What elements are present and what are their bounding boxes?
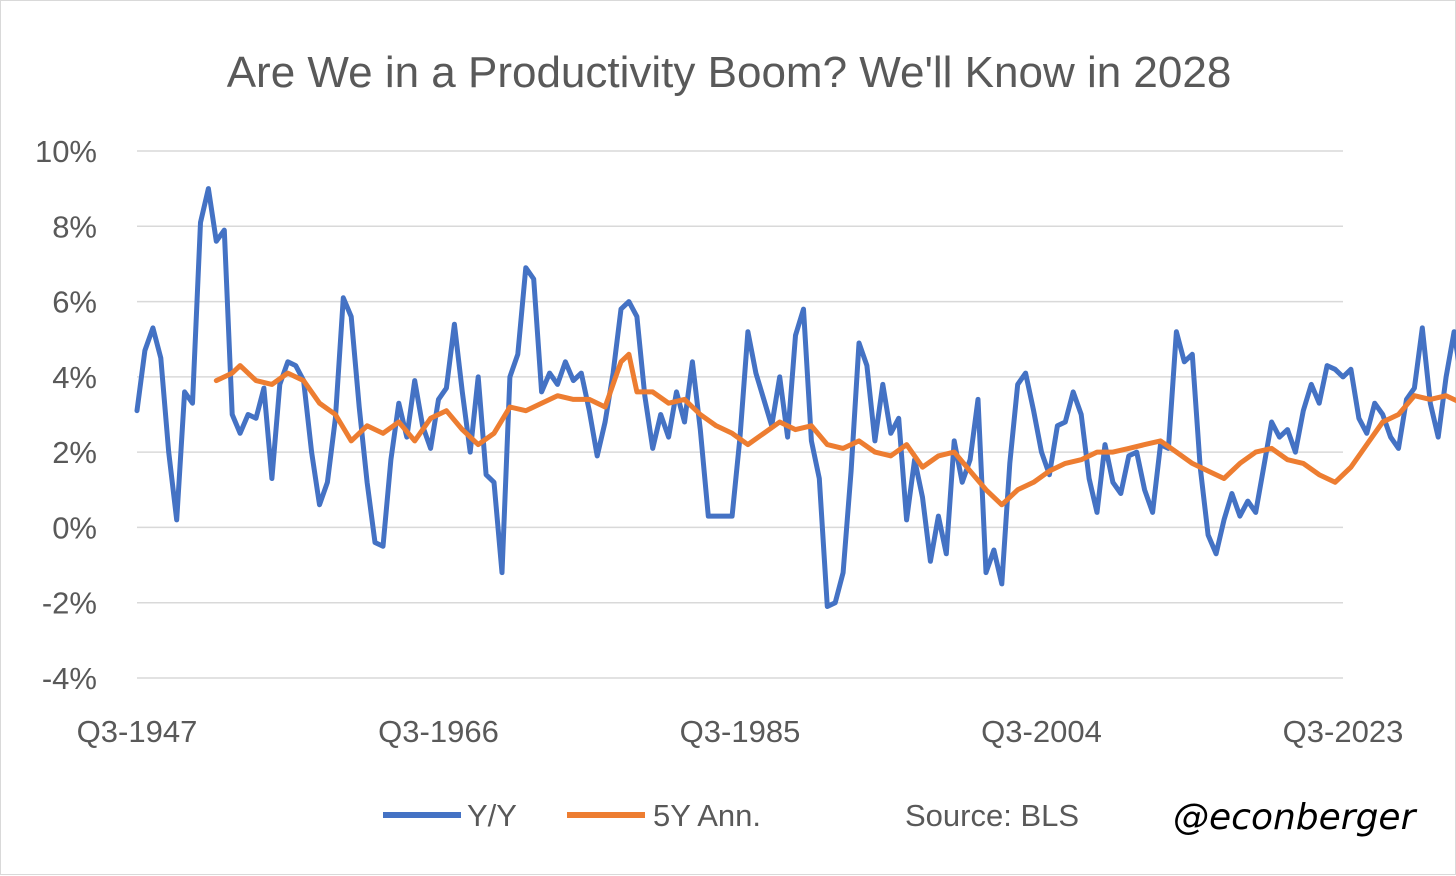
y-tick-label: 0% [52,510,97,545]
x-tick-label: Q3-1947 [77,714,198,749]
x-tick-label: Q3-2004 [981,714,1102,749]
legend: Y/Y 5Y Ann. [383,798,761,833]
y-tick-label: -4% [42,661,97,696]
source-note: Source: BLS [905,798,1079,833]
series-line-yy [134,186,1456,609]
series-lines [134,186,1456,609]
x-tick-label: Q3-2023 [1283,714,1404,749]
legend-label-yy: Y/Y [467,798,517,833]
y-tick-label: 6% [52,285,97,320]
legend-label-5y: 5Y Ann. [653,798,761,833]
chart-title: Are We in a Productivity Boom? We'll Kno… [227,48,1232,97]
x-tick-label: Q3-1966 [378,714,499,749]
y-tick-label: 10% [35,134,97,169]
y-tick-label: 4% [52,360,97,395]
author-handle: @econberger [1173,797,1418,838]
y-tick-label: 8% [52,209,97,244]
x-tick-label: Q3-1985 [680,714,801,749]
y-tick-label: 2% [52,435,97,470]
y-axis-ticks: 10% 8% 6% 4% 2% 0% -2% -4% [35,134,97,696]
x-axis-ticks: Q3-1947 Q3-1966 Q3-1985 Q3-2004 Q3-2023 [77,714,1404,749]
y-tick-label: -2% [42,586,97,621]
series-line-5y-ann [213,351,1456,508]
